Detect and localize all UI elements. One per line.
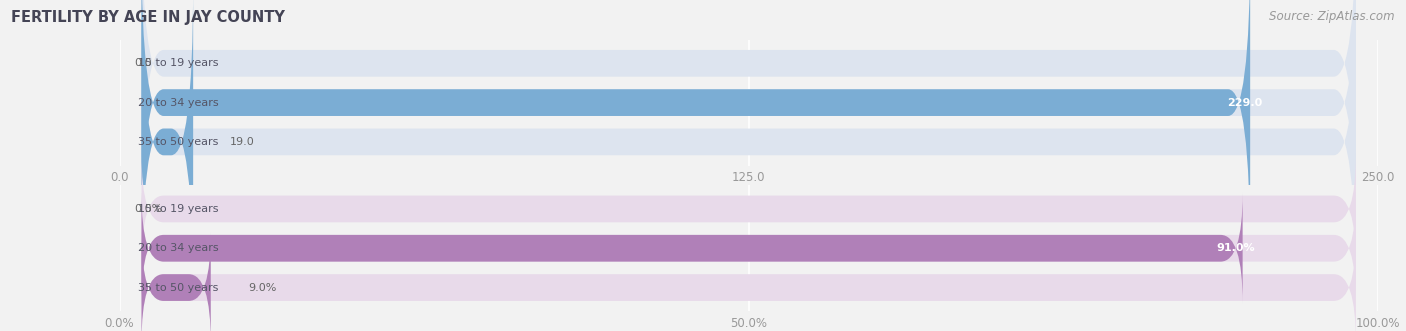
- Text: 0.0%: 0.0%: [135, 204, 163, 214]
- Text: Source: ZipAtlas.com: Source: ZipAtlas.com: [1270, 10, 1395, 23]
- FancyBboxPatch shape: [142, 0, 1355, 300]
- FancyBboxPatch shape: [142, 0, 1250, 261]
- Text: 35 to 50 years: 35 to 50 years: [138, 137, 219, 147]
- Text: 20 to 34 years: 20 to 34 years: [138, 243, 219, 253]
- Text: FERTILITY BY AGE IN JAY COUNTY: FERTILITY BY AGE IN JAY COUNTY: [11, 10, 285, 25]
- FancyBboxPatch shape: [142, 232, 1355, 331]
- FancyBboxPatch shape: [142, 193, 1355, 304]
- Text: 15 to 19 years: 15 to 19 years: [138, 204, 219, 214]
- Text: 20 to 34 years: 20 to 34 years: [138, 98, 219, 108]
- Text: 0.0: 0.0: [135, 58, 152, 68]
- FancyBboxPatch shape: [142, 0, 1355, 222]
- FancyBboxPatch shape: [142, 154, 1355, 264]
- FancyBboxPatch shape: [142, 232, 211, 331]
- Text: 19.0: 19.0: [231, 137, 254, 147]
- Text: 91.0%: 91.0%: [1216, 243, 1254, 253]
- Text: 35 to 50 years: 35 to 50 years: [138, 283, 219, 293]
- FancyBboxPatch shape: [142, 193, 1243, 304]
- Text: 15 to 19 years: 15 to 19 years: [138, 58, 219, 68]
- FancyBboxPatch shape: [142, 0, 193, 300]
- Text: 229.0: 229.0: [1227, 98, 1263, 108]
- Text: 9.0%: 9.0%: [247, 283, 276, 293]
- FancyBboxPatch shape: [142, 0, 1355, 261]
